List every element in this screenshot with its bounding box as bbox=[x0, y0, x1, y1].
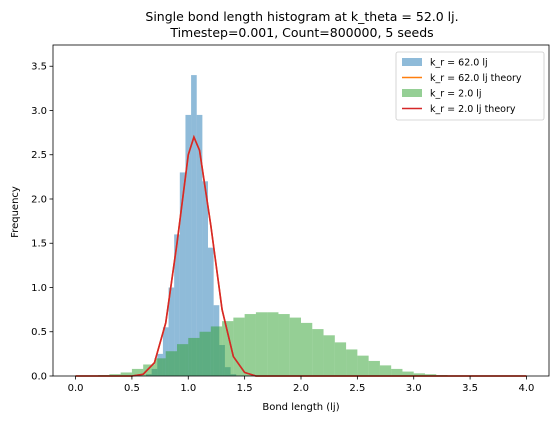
legend: k_r = 62.0 lj k_r = 62.0 lj theory k_r = 2… bbox=[395, 51, 545, 121]
legend-swatch bbox=[402, 58, 422, 66]
legend-swatch bbox=[402, 89, 422, 97]
histogram-bar bbox=[222, 321, 234, 376]
histogram-bar bbox=[109, 374, 121, 376]
histogram-bar bbox=[334, 342, 347, 376]
x-tick-label: 4.0 bbox=[519, 383, 535, 394]
histogram-bar bbox=[391, 368, 403, 376]
y-tick-label: 1.0 bbox=[31, 283, 47, 294]
histogram-bar bbox=[177, 344, 189, 376]
y-tick-label: 0.0 bbox=[31, 372, 47, 383]
histogram-bar bbox=[425, 374, 437, 376]
x-tick-label: 1.5 bbox=[237, 383, 253, 394]
histogram-bar bbox=[267, 312, 279, 376]
chart-title: Single bond length histogram at k_theta … bbox=[145, 9, 458, 24]
histogram-bar bbox=[185, 114, 192, 377]
histogram-bar bbox=[402, 371, 414, 376]
chart-subtitle: Timestep=0.001, Count=800000, 5 seeds bbox=[169, 25, 433, 40]
histogram-bar bbox=[244, 314, 256, 376]
histogram-bar bbox=[154, 358, 166, 376]
histogram-bar bbox=[208, 247, 214, 376]
y-axis-label: Frequency bbox=[10, 186, 21, 238]
histogram-bar bbox=[165, 351, 177, 376]
histogram-bar bbox=[357, 355, 369, 376]
histogram-bar bbox=[174, 234, 180, 376]
x-axis-label: Bond length (lj) bbox=[262, 402, 339, 413]
histogram-bar bbox=[191, 75, 197, 376]
y-tick-label: 3.0 bbox=[31, 106, 47, 117]
x-tick-label: 2.5 bbox=[349, 383, 365, 394]
y-tick-label: 2.5 bbox=[31, 150, 47, 161]
y-tick-label: 2.0 bbox=[31, 194, 47, 205]
x-tick-label: 1.0 bbox=[180, 383, 196, 394]
legend-label: k_r = 2.0 lj bbox=[430, 89, 482, 100]
x-tick-label: 2.0 bbox=[293, 383, 309, 394]
y-tick-label: 3.5 bbox=[31, 62, 47, 73]
y-tick-label: 1.5 bbox=[31, 239, 47, 250]
x-tick-label: 3.5 bbox=[462, 383, 478, 394]
histogram-bar bbox=[188, 337, 200, 376]
histogram-bar bbox=[379, 365, 392, 376]
legend-box bbox=[395, 51, 545, 121]
histogram-bar bbox=[120, 372, 132, 376]
histogram-bar bbox=[278, 314, 290, 376]
x-tick-label: 3.0 bbox=[406, 383, 422, 394]
histogram-bar bbox=[323, 335, 335, 376]
x-tick-label: 0.0 bbox=[68, 383, 84, 394]
histogram-bar bbox=[168, 287, 175, 376]
histogram-bar bbox=[346, 349, 358, 376]
series-3 bbox=[75, 134, 527, 377]
histogram-bar bbox=[289, 317, 301, 376]
histogram-bar bbox=[368, 360, 380, 376]
legend-label: k_r = 62.0 lj bbox=[430, 58, 488, 69]
histogram-bar bbox=[413, 373, 425, 376]
y-tick-label: 0.5 bbox=[31, 327, 47, 338]
x-tick-label: 0.5 bbox=[124, 383, 140, 394]
legend-label: k_r = 62.0 lj theory bbox=[430, 73, 522, 84]
histogram-bar bbox=[210, 326, 223, 376]
histogram-bar bbox=[196, 114, 203, 377]
histogram-bar bbox=[301, 322, 313, 376]
histogram-bar bbox=[202, 181, 208, 376]
plot-area: 0.0 0.5 1.0 1.5 2.0 2.5 3.0 3.5 4.0 0.0 0.5 1.0 1.5 2… bbox=[31, 44, 550, 394]
histogram-bar bbox=[131, 368, 144, 376]
histogram-bar bbox=[179, 172, 186, 376]
legend-label: k_r = 2.0 lj theory bbox=[430, 104, 516, 115]
histogram-bar bbox=[312, 329, 324, 376]
series-2 bbox=[98, 312, 448, 376]
histogram-bar bbox=[255, 312, 268, 376]
histogram-bar bbox=[233, 317, 245, 376]
theory-line bbox=[75, 134, 527, 377]
histogram-bar bbox=[199, 331, 211, 376]
histogram-bar bbox=[143, 364, 155, 376]
